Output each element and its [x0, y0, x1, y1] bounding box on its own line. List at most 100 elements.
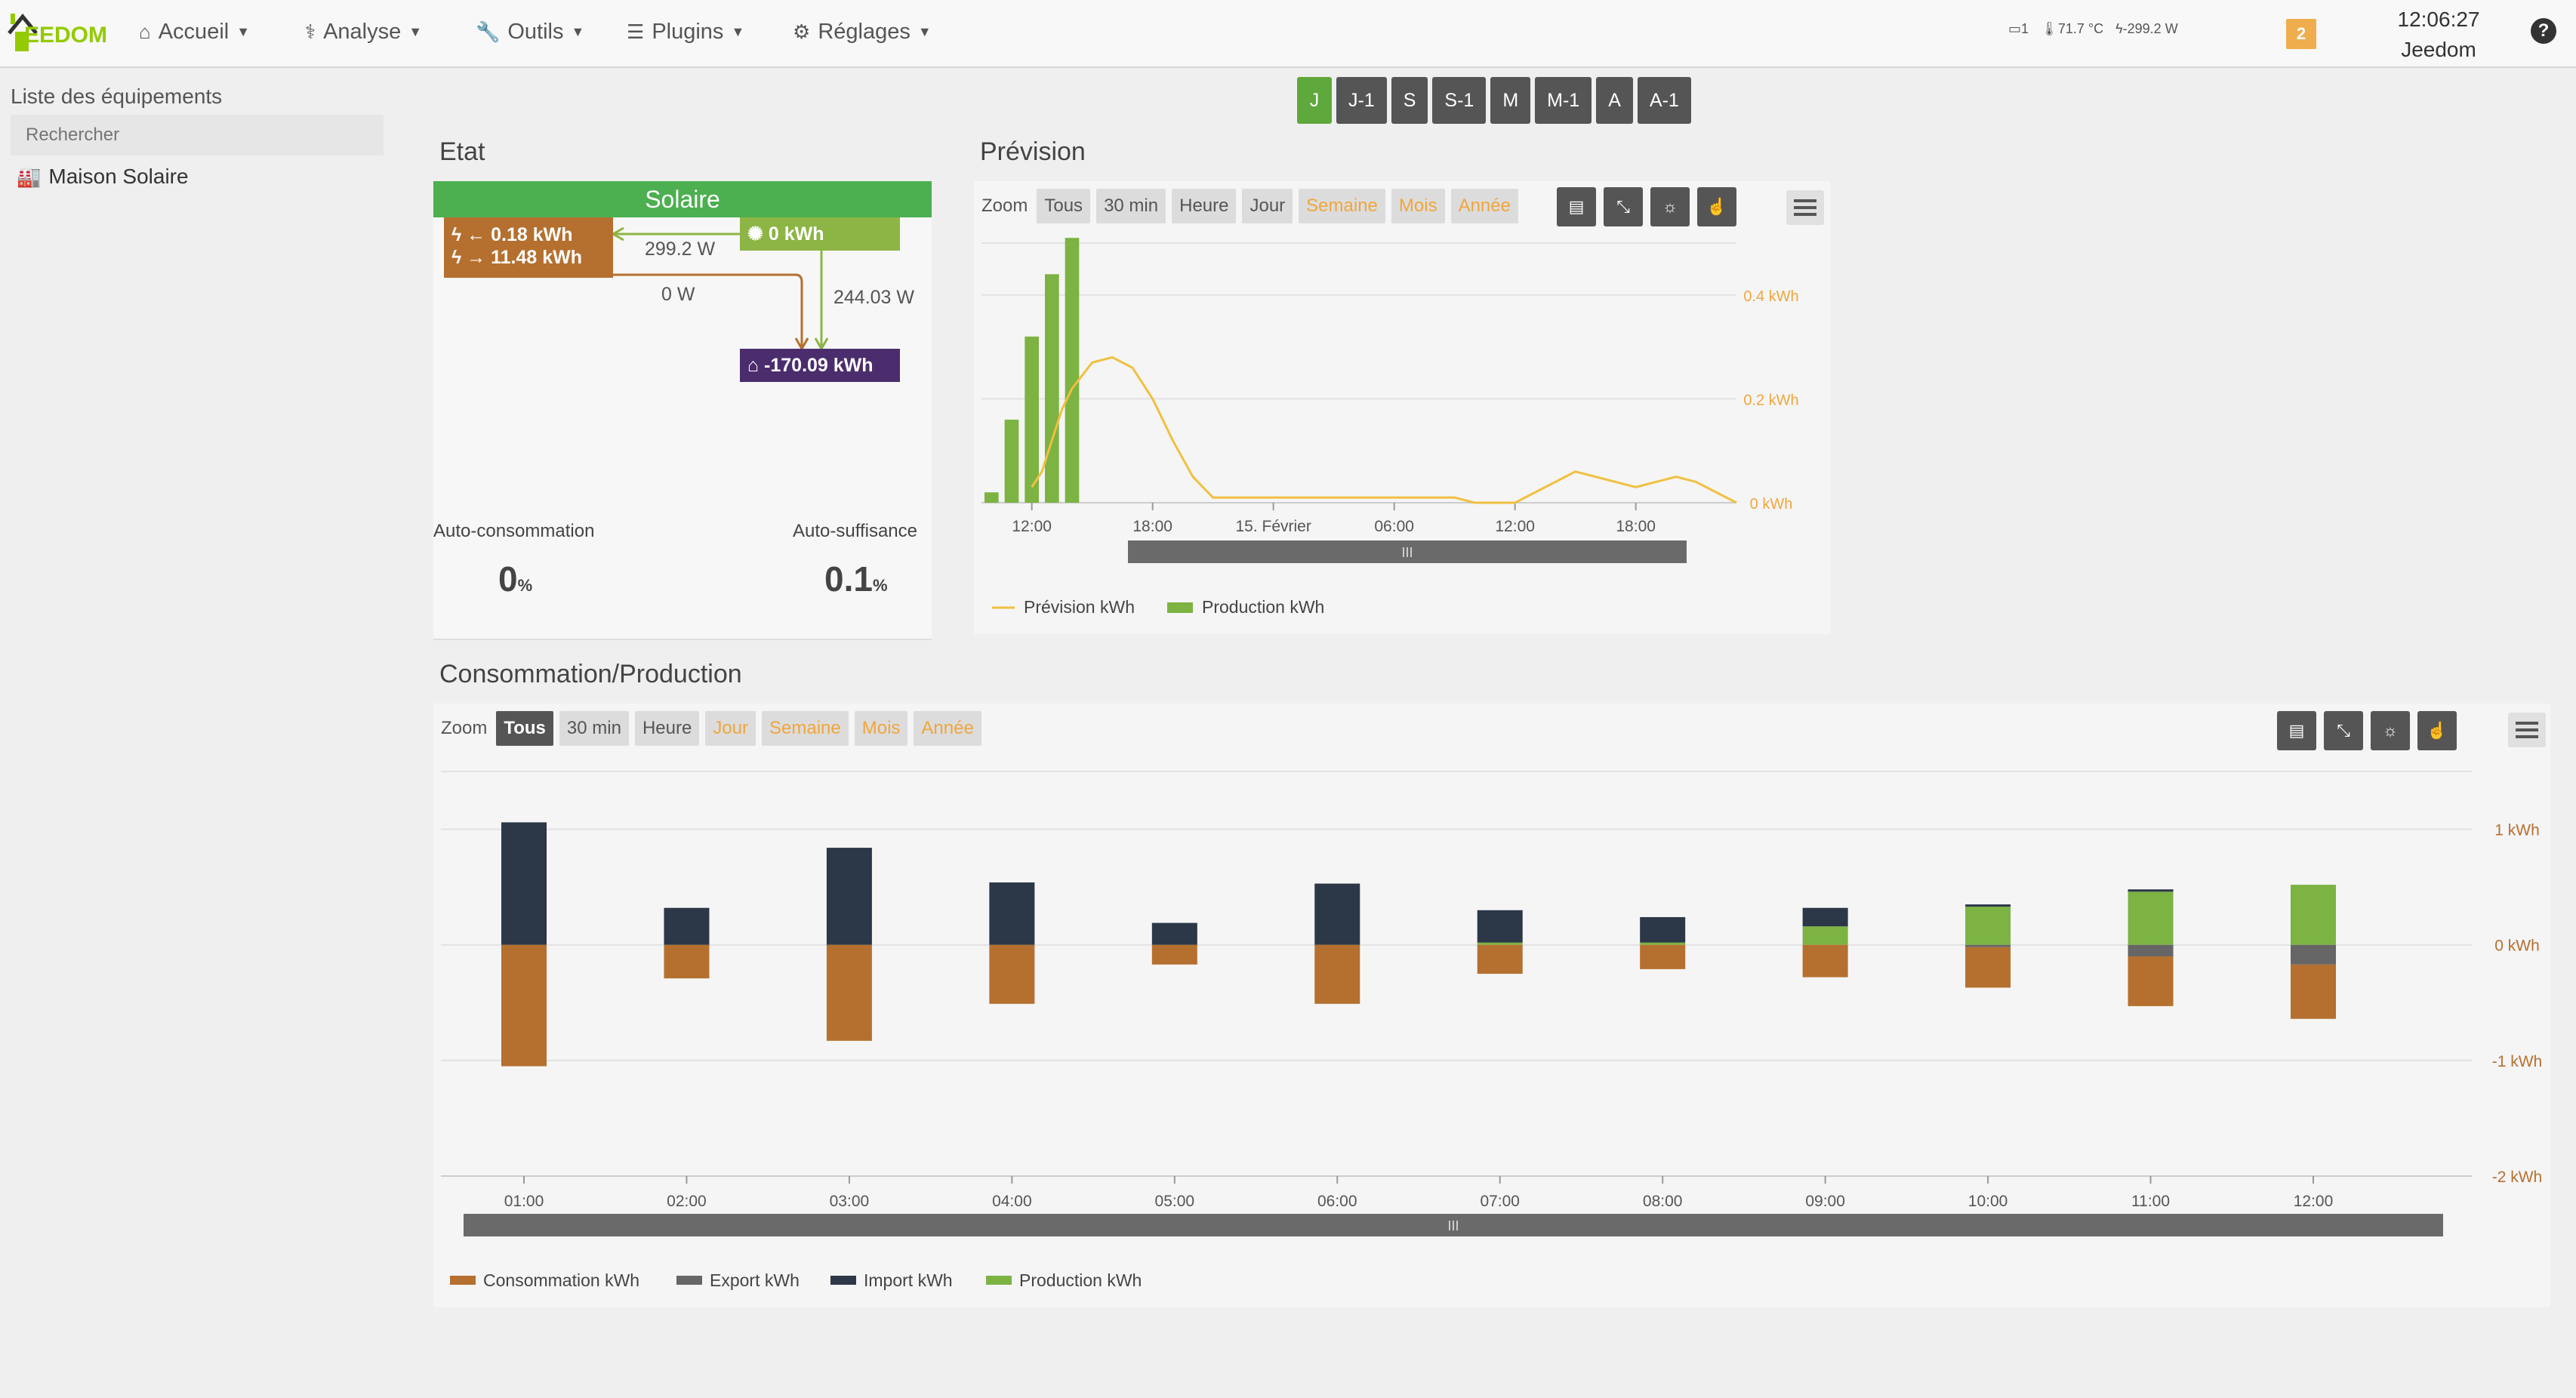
equipment-search-input[interactable]	[11, 115, 384, 156]
import-bar	[664, 907, 710, 945]
sun-icon[interactable]: ☼	[1650, 187, 1690, 226]
zoom-button-mois[interactable]: Mois	[854, 711, 908, 746]
zoom-button-mois[interactable]: Mois	[1391, 189, 1445, 223]
temperature-summary[interactable]: 🌡71.7 °C	[2041, 21, 2104, 36]
zoom-button-annee[interactable]: Année	[1450, 189, 1518, 223]
y-tick-label: 0.4 kWh	[1743, 288, 1798, 305]
prevision-tools: ▤ ⤡ ☼ ☝	[1557, 187, 1736, 226]
x-tick-label: 15. Février	[1235, 518, 1311, 535]
x-tick-label: 01:00	[504, 1193, 544, 1210]
nav-accueil[interactable]: ⌂ Accueil ▼	[139, 17, 250, 47]
sidebar-item-maison-solaire[interactable]: 🏭 Maison Solaire	[17, 165, 189, 189]
period-button-s-1[interactable]: S-1	[1432, 77, 1487, 124]
caret-down-icon: ▼	[917, 23, 932, 39]
prevision-zoom-row: Zoom Tous 30 min Heure Jour Semaine Mois…	[981, 189, 1518, 223]
consommation-bar	[989, 944, 1035, 1004]
x-tick-label: 18:00	[1132, 518, 1172, 535]
autoconsommation-label: Auto-consommation	[433, 521, 595, 541]
import-bar	[1314, 883, 1360, 945]
export-bar	[2128, 944, 2174, 957]
x-tick-label: 12:00	[1012, 518, 1052, 535]
nav-analyse-label: Analyse	[323, 19, 402, 44]
nav-plugins-label: Plugins	[652, 19, 724, 44]
grid-export-value: 11.48 kWh	[491, 247, 583, 268]
list-icon: ☰	[627, 20, 645, 43]
wrench-icon: 🔧	[476, 20, 501, 43]
legend-label: Export kWh	[710, 1270, 800, 1290]
production-bar	[1802, 926, 1848, 945]
zoom-button-30min[interactable]: 30 min	[559, 711, 629, 746]
hamburger-menu-icon[interactable]	[1786, 190, 1824, 225]
consommation-bar	[826, 944, 872, 1041]
nav-plugins[interactable]: ☰ Plugins ▼	[627, 17, 744, 47]
legend-swatch	[986, 1276, 1012, 1285]
period-button-m-1[interactable]: M-1	[1535, 77, 1592, 124]
gear-icon: ⚙	[793, 20, 811, 43]
jeedom-logo[interactable]	[6, 6, 112, 59]
nav-reglages[interactable]: ⚙ Réglages ▼	[793, 17, 932, 47]
consommation-bar	[2291, 964, 2336, 1019]
period-button-j[interactable]: J	[1297, 77, 1332, 124]
nav-analyse[interactable]: ⚕ Analyse ▼	[305, 17, 422, 47]
home-value: -170.09 kWh	[764, 355, 874, 376]
zoom-button-annee[interactable]: Année	[914, 711, 981, 746]
prevision-line	[1031, 356, 1737, 504]
table-icon[interactable]: ▤	[2277, 711, 2316, 750]
period-button-a[interactable]: A	[1596, 77, 1633, 124]
zoom-label: Zoom	[981, 196, 1028, 216]
etat-panel: Solaire ϟ ← 0.18 kWh ϟ → 11.48 kWh ✺ 0 k…	[433, 181, 932, 640]
zoom-button-heure[interactable]: Heure	[1172, 189, 1237, 223]
period-button-s[interactable]: S	[1391, 77, 1428, 124]
messages-badge[interactable]: 2	[2286, 19, 2316, 49]
x-tick-label: 04:00	[992, 1193, 1032, 1210]
zoom-button-semaine[interactable]: Semaine	[1299, 189, 1385, 223]
x-tick-label: 03:00	[830, 1193, 870, 1210]
hand-pointer-icon[interactable]: ☝	[1697, 187, 1736, 226]
legend-label: Import kWh	[864, 1270, 953, 1290]
x-tick-label: 05:00	[1155, 1193, 1195, 1210]
import-bar	[1477, 910, 1523, 943]
y-tick-label: 1 kWh	[2494, 822, 2540, 839]
door-summary[interactable]: ▭1	[2008, 21, 2029, 36]
table-icon[interactable]: ▤	[1557, 187, 1596, 226]
zoom-button-30min[interactable]: 30 min	[1096, 189, 1166, 223]
nav-outils[interactable]: 🔧 Outils ▼	[476, 17, 584, 47]
sun-icon[interactable]: ☼	[2371, 711, 2410, 750]
import-bar	[501, 822, 547, 945]
zoom-button-jour[interactable]: Jour	[705, 711, 756, 746]
period-button-j-1[interactable]: J-1	[1336, 77, 1387, 124]
production-bar	[1004, 419, 1019, 503]
consommation-bar	[2128, 956, 2174, 1006]
caret-down-icon: ▼	[571, 23, 585, 39]
hand-pointer-icon[interactable]: ☝	[2417, 711, 2457, 750]
y-tick-label: 0 kWh	[1750, 496, 1793, 513]
x-tick-label: 09:00	[1805, 1193, 1845, 1210]
autosuffisance-value: 0.1%	[824, 559, 888, 599]
x-tick-label: 18:00	[1616, 518, 1656, 535]
zoom-button-jour[interactable]: Jour	[1242, 189, 1293, 223]
period-button-a-1[interactable]: A-1	[1637, 77, 1691, 124]
sidebar-item-label: Maison Solaire	[48, 165, 189, 188]
etat-title: Etat	[439, 137, 485, 166]
zoom-label: Zoom	[441, 718, 488, 738]
consommation-bar	[501, 944, 547, 1067]
resize-icon[interactable]: ⤡	[2324, 711, 2363, 750]
zoom-button-tous[interactable]: Tous	[1037, 189, 1091, 223]
period-button-m[interactable]: M	[1490, 77, 1531, 124]
caret-down-icon: ▼	[236, 23, 251, 39]
y-tick-label: 0 kWh	[2494, 938, 2540, 955]
legend-label: Consommation kWh	[483, 1270, 639, 1290]
grid-import-value: 0.18 kWh	[491, 224, 573, 245]
power-summary[interactable]: ϟ-299.2 W	[2115, 21, 2178, 36]
zoom-button-semaine[interactable]: Semaine	[762, 711, 849, 746]
zoom-button-tous[interactable]: Tous	[496, 711, 553, 746]
nav-reglages-label: Réglages	[818, 19, 911, 44]
hamburger-menu-icon[interactable]	[2508, 713, 2546, 747]
zoom-button-heure[interactable]: Heure	[634, 711, 700, 746]
caret-down-icon: ▼	[731, 23, 745, 39]
solar-box: ✺ 0 kWh	[740, 217, 900, 251]
help-icon[interactable]: ?	[2531, 18, 2556, 44]
x-tick-label: 06:00	[1317, 1193, 1357, 1210]
resize-icon[interactable]: ⤡	[1604, 187, 1643, 226]
prevision-chart: 0 kWh 0.2 kWh 0.4 kWh 12:00 18:00 15. Février…	[981, 238, 1799, 617]
